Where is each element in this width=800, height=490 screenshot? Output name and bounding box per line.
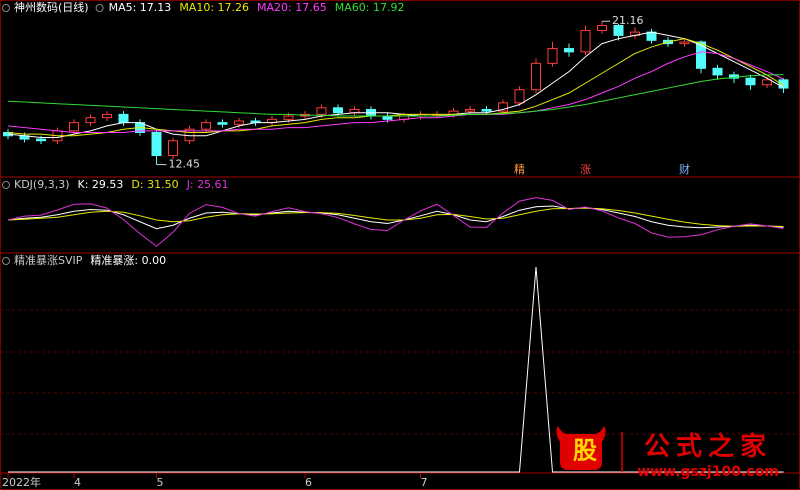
candle-body [696,41,706,69]
legend-entry: MA10: 17.26 [179,1,249,14]
legend-entry: MA60: 17.92 [335,1,405,14]
series-line [7,205,784,230]
x-tick-label: 7 [421,476,428,489]
signal-marker: 财 [679,162,690,176]
panel-title: 精准暴涨SVIP [14,254,83,267]
series-line [7,207,784,227]
legend-entry: D: 31.50 [131,178,178,191]
x-tick-label: 6 [305,476,312,489]
candle-body [580,29,591,53]
legend-entry: MA20: 17.65 [257,1,327,14]
candle-body [547,48,558,64]
candle-body [69,122,79,132]
candle-body [745,77,756,86]
candle-body [118,113,129,124]
panel-title: KDJ(9,3,3) [14,178,70,191]
candle-body [151,132,162,157]
candle-body [597,25,607,31]
candle-body [316,107,327,115]
series-line [7,31,784,138]
candle-body [465,108,475,112]
candle-body [778,79,789,89]
series-line [8,266,784,473]
candle-body [514,89,525,104]
candle-body [102,113,112,119]
grid [0,309,800,435]
candle-body [646,31,657,41]
candle-body [762,79,772,86]
signal-marker: 精 [514,163,525,176]
header-icon [2,181,10,189]
logo-shape [556,426,606,470]
brand-url: www.gszj100.com [637,464,779,480]
panel-title: 神州数码(日线) [14,0,89,14]
series-line [7,51,784,133]
header-icon [2,4,10,12]
legend-entry: 精准暴涨: 0.00 [90,254,166,267]
brand-name: 公式之家 [644,431,772,462]
x-tick-label: 2022年 [2,475,41,489]
candle-body [283,115,294,120]
signal-marker: 涨 [580,163,591,176]
candle-body [36,138,46,142]
series-line [7,74,784,117]
candle-body [234,120,244,125]
candle-body [679,41,690,45]
candle-body [333,107,343,114]
candle-body [712,67,723,76]
x-tick-label: 5 [157,476,164,489]
candle-body [564,48,574,53]
x-tick-label: 4 [74,476,81,489]
candle-body [613,25,624,36]
legend-entry: J: 25.61 [186,178,229,191]
candle-body [85,117,96,124]
candle-body [217,122,228,125]
low-label: 12.45 [169,158,201,171]
watermark: 股 公式之家 www.gszj100.com [556,426,779,480]
candle-body [498,102,508,112]
header-icon [95,4,104,12]
legend-entry: K: 29.53 [78,178,124,191]
candle-body [481,108,492,112]
legend-entry: MA5: 17.13 [109,1,172,14]
candle-body [201,122,211,130]
series-line [7,38,784,137]
series-line [7,197,784,247]
header-icon [2,257,10,265]
logo-text: 股 [573,436,597,465]
high-label: 21.16 [612,14,644,27]
candle-body [168,140,178,157]
candle-body [531,62,541,91]
